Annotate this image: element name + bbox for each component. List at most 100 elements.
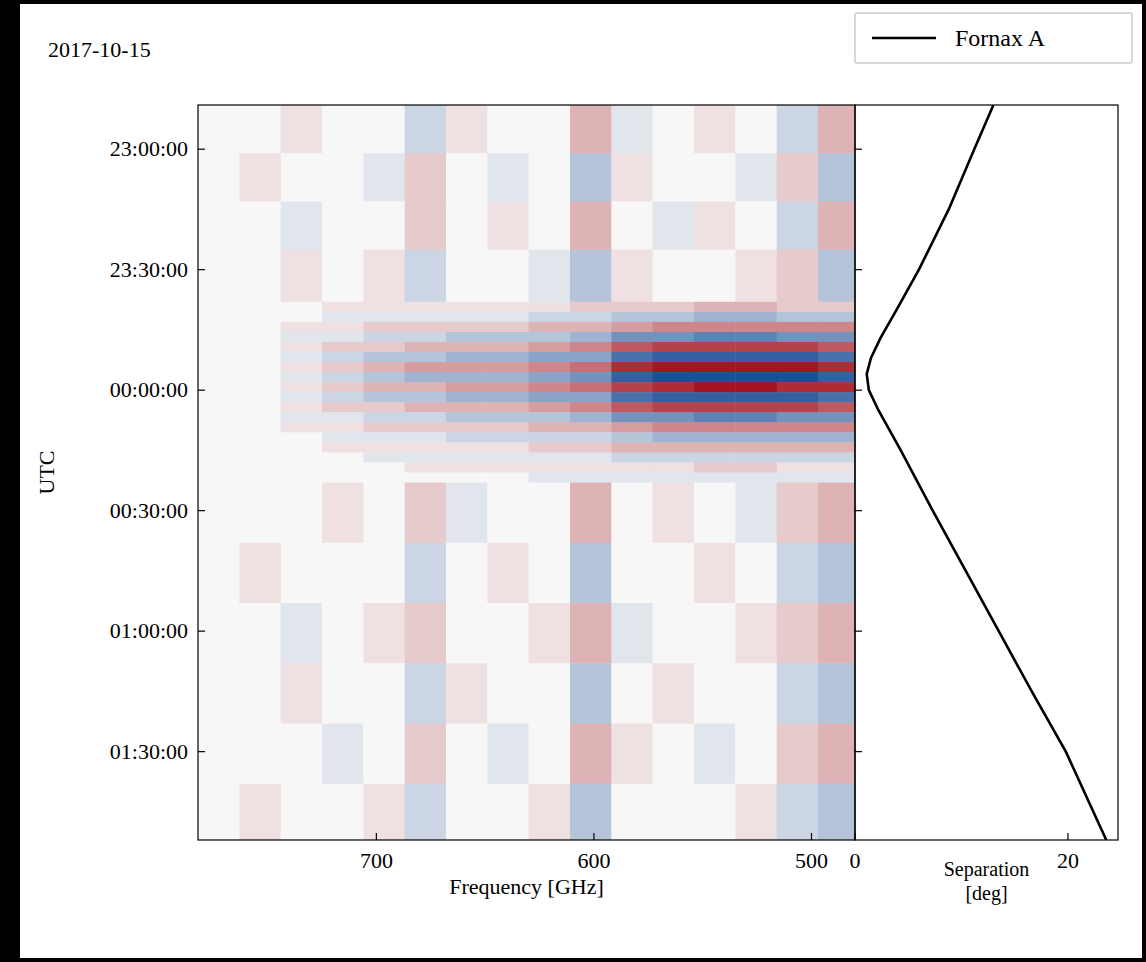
heatmap-cell xyxy=(529,452,571,463)
heatmap-cell xyxy=(446,302,488,313)
heatmap-cell xyxy=(735,473,777,484)
heatmap-cell xyxy=(818,462,855,473)
heatmap-cell xyxy=(570,352,612,363)
heatmap-cell xyxy=(653,462,695,473)
heatmap-cell xyxy=(363,105,405,154)
heatmap-cell xyxy=(281,473,323,484)
heatmap-cell xyxy=(487,663,529,724)
heatmap-cell xyxy=(405,332,447,343)
heatmap-cell xyxy=(281,452,323,463)
heatmap-cell xyxy=(281,724,323,785)
heatmap-cell xyxy=(239,382,281,393)
heatmap-cell xyxy=(653,250,695,303)
heatmap-cell xyxy=(653,362,695,373)
heatmap-cell xyxy=(198,402,240,413)
heatmap-cell xyxy=(487,201,529,250)
heatmap-cell xyxy=(694,332,736,343)
heatmap-cell xyxy=(487,473,529,484)
heatmap-cell xyxy=(653,322,695,333)
heatmap-cell xyxy=(322,402,364,413)
heatmap-cell xyxy=(694,422,736,433)
heatmap-cell xyxy=(322,201,364,250)
heatmap-cell xyxy=(239,422,281,433)
heatmap-cell xyxy=(735,422,777,433)
heatmap-cell xyxy=(818,422,855,433)
heatmap-cell xyxy=(777,543,819,604)
heatmap-cell xyxy=(735,543,777,604)
heatmap-cell xyxy=(694,473,736,484)
heatmap-cell xyxy=(570,382,612,393)
heatmap-cell xyxy=(239,392,281,403)
heatmap-cell xyxy=(405,412,447,423)
heatmap-cell xyxy=(570,302,612,313)
heatmap-cell xyxy=(694,342,736,353)
heatmap-cell xyxy=(529,432,571,443)
heatmap-cell xyxy=(529,342,571,353)
heatmap-cell xyxy=(777,452,819,463)
heatmap-cell xyxy=(777,402,819,413)
heatmap-cell xyxy=(281,332,323,343)
heatmap-cell xyxy=(363,392,405,403)
heatmap-cell xyxy=(239,153,281,202)
x-tick xyxy=(593,833,594,840)
heatmap-cell xyxy=(446,402,488,413)
heatmap-cell xyxy=(446,342,488,353)
heatmap-cell xyxy=(653,432,695,443)
x-tick-label: 0 xyxy=(850,848,861,873)
heatmap-cell xyxy=(694,483,736,544)
heatmap-cell xyxy=(322,342,364,353)
heatmap-cell xyxy=(239,322,281,333)
y-tick xyxy=(198,631,205,632)
figure-background xyxy=(20,4,1142,958)
heatmap-cell xyxy=(198,784,240,840)
heatmap-cell xyxy=(735,105,777,154)
plot-frame xyxy=(855,105,1118,840)
heatmap-cell xyxy=(198,322,240,333)
heatmap-cell xyxy=(818,332,855,343)
heatmap-cell xyxy=(777,603,819,664)
heatmap-cell xyxy=(611,603,653,664)
heatmap-cell xyxy=(363,332,405,343)
heatmap-cell xyxy=(653,352,695,363)
y-tick xyxy=(855,631,862,632)
legend-label: Fornax A xyxy=(955,25,1046,51)
heatmap-cell xyxy=(487,422,529,433)
heatmap-cell xyxy=(239,663,281,724)
y-tick-label: 01:30:00 xyxy=(110,739,188,764)
heatmap-cell xyxy=(239,362,281,373)
heatmap-cell xyxy=(322,452,364,463)
heatmap-cell xyxy=(777,412,819,423)
heatmap-cell xyxy=(198,392,240,403)
heatmap-cell xyxy=(694,362,736,373)
heatmap-cell xyxy=(611,432,653,443)
y-tick xyxy=(198,510,205,511)
heatmap-cell xyxy=(570,392,612,403)
heatmap-cell xyxy=(363,352,405,363)
heatmap-cell xyxy=(405,322,447,333)
heatmap-cell xyxy=(281,603,323,664)
heatmap-cell xyxy=(239,342,281,353)
heatmap-cell xyxy=(281,784,323,840)
heatmap-cell xyxy=(529,105,571,154)
heatmap-cell xyxy=(322,422,364,433)
heatmap-cell xyxy=(570,452,612,463)
legend: Fornax A xyxy=(855,13,1132,63)
heatmap-cell xyxy=(239,201,281,250)
heatmap-cell xyxy=(777,105,819,154)
heatmap-cell xyxy=(653,312,695,323)
heatmap-cell xyxy=(322,250,364,303)
heatmap-cell xyxy=(818,473,855,484)
heatmap-cell xyxy=(694,543,736,604)
heatmap-cell xyxy=(653,372,695,383)
heatmap-cell xyxy=(529,201,571,250)
heatmap-cell xyxy=(777,432,819,443)
heatmap-cell xyxy=(446,105,488,154)
heatmap-cell xyxy=(818,362,855,373)
heatmap-cell xyxy=(611,442,653,453)
heatmap-cell xyxy=(363,412,405,423)
heatmap-cell xyxy=(818,784,855,840)
heatmap-cell xyxy=(570,332,612,343)
heatmap-cell xyxy=(487,312,529,323)
heatmap-cell xyxy=(777,362,819,373)
x-tick-label: 20 xyxy=(1057,848,1079,873)
